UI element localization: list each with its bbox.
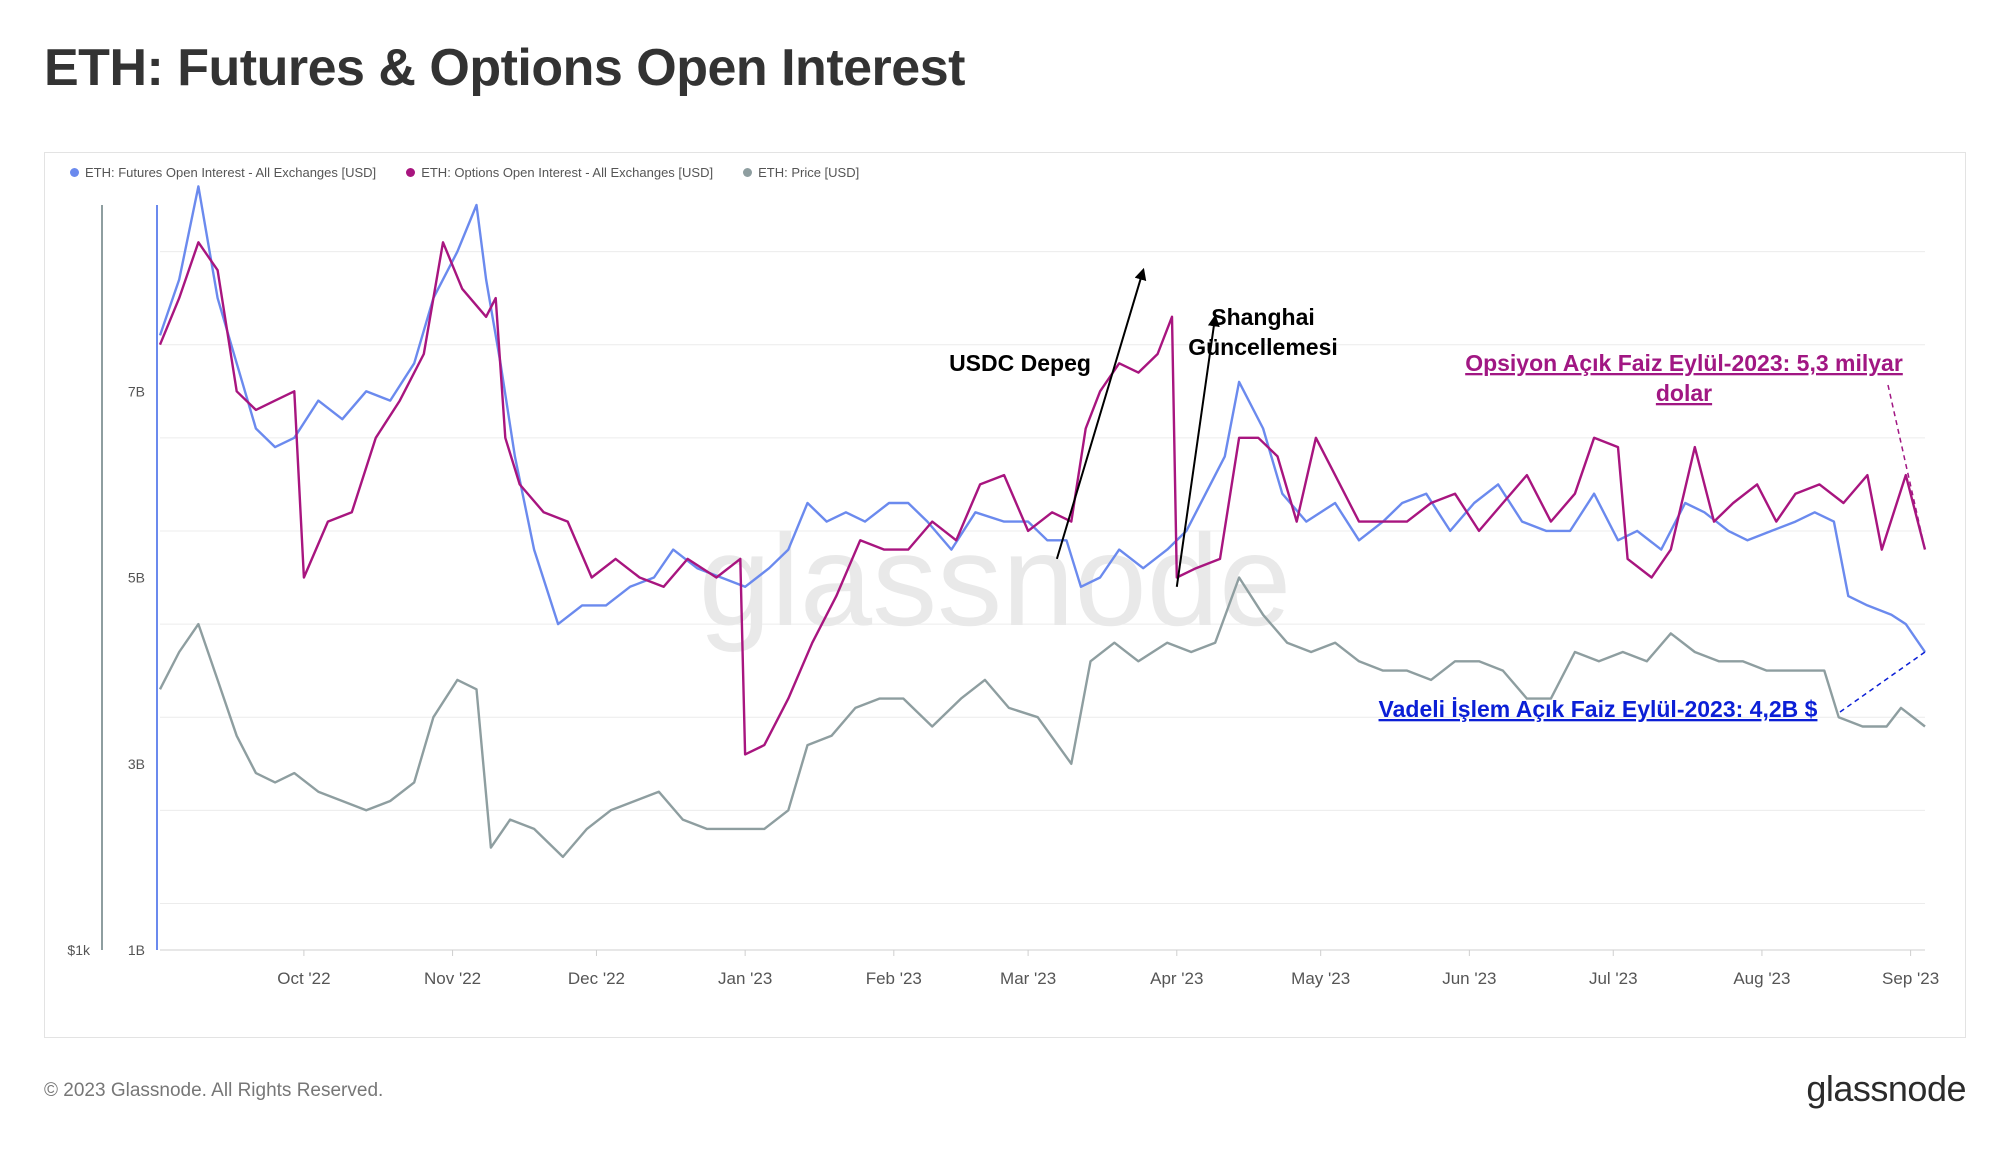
x-tick-label: Jan '23 [718, 969, 772, 988]
series-line-price [158, 576, 1926, 859]
futures-dot-icon [70, 167, 79, 177]
legend-item-options[interactable]: ETH: Options Open Interest - All Exchang… [406, 162, 713, 182]
series-line-options [158, 241, 1927, 756]
shanghai-arrow [1175, 314, 1220, 587]
shanghai-label-line2: Güncellemesi [1188, 334, 1338, 360]
x-tick-label: Aug '23 [1733, 969, 1790, 988]
y-tick-label: 7B [128, 383, 145, 399]
grid-lines [160, 251, 1925, 904]
options-dot-icon [406, 167, 416, 177]
x-tick-label: Sep '23 [1882, 969, 1939, 988]
shanghai-label-line1: Shanghai [1211, 304, 1315, 330]
x-tick-label: Oct '22 [277, 969, 330, 988]
x-tick-label: Apr '23 [1150, 969, 1203, 988]
x-tick-label: Mar '23 [1000, 969, 1056, 988]
watermark-text: glassnode [699, 507, 1292, 653]
price-dot-icon [743, 167, 753, 177]
legend-label-options: ETH: Options Open Interest - All Exchang… [421, 164, 714, 180]
usdc-depeg-arrow [1055, 267, 1147, 560]
x-tick-label: Dec '22 [568, 969, 625, 988]
annotations: USDC Depeg Shanghai Güncellemesi Opsiyon Aç… [949, 267, 1926, 722]
options-oi-label-line2: dolar [1656, 380, 1712, 406]
usdc-depeg-label: USDC Depeg [949, 350, 1091, 376]
chart-legend: ETH: Futures Open Interest - All Exchang… [70, 162, 859, 182]
series-line-futures [158, 185, 1926, 653]
legend-label-price: ETH: Price [USD] [758, 164, 860, 180]
x-tick-label: Jun '23 [1442, 969, 1496, 988]
x-tick-label: May '23 [1291, 969, 1350, 988]
legend-item-futures[interactable]: ETH: Futures Open Interest - All Exchang… [70, 162, 376, 182]
series-lines [158, 185, 1927, 859]
y-tick-label: 3B [128, 756, 145, 772]
brand-logo: glassnode [1806, 1068, 1966, 1109]
futures-oi-leader [1839, 651, 1926, 713]
page-title: ETH: Futures & Options Open Interest [44, 39, 965, 97]
x-tick-label: Nov '22 [424, 969, 481, 988]
copyright-text: © 2023 Glassnode. All Rights Reserved. [44, 1080, 384, 1101]
legend-label-futures: ETH: Futures Open Interest - All Exchang… [85, 164, 377, 180]
x-tick-label: Jul '23 [1589, 969, 1638, 988]
futures-oi-label: Vadeli İşlem Açık Faiz Eylül-2023: 4,2B … [1379, 696, 1818, 722]
x-tick-label: Feb '23 [866, 969, 922, 988]
axes: 1B 3B 5B 7B $1k Oct '22 Nov '22 Dec '22 Jan '23 F… [67, 205, 1939, 988]
y-tick-label: 5B [128, 570, 145, 586]
options-oi-leader [1887, 384, 1926, 550]
legend-item-price[interactable]: ETH: Price [USD] [743, 162, 859, 182]
y-tick-label: 1B [128, 942, 145, 958]
options-oi-label-line1: Opsiyon Açık Faiz Eylül-2023: 5,3 milyar [1465, 350, 1903, 376]
chart-panel [44, 152, 1966, 1038]
y-left-tick-label: $1k [67, 942, 91, 958]
